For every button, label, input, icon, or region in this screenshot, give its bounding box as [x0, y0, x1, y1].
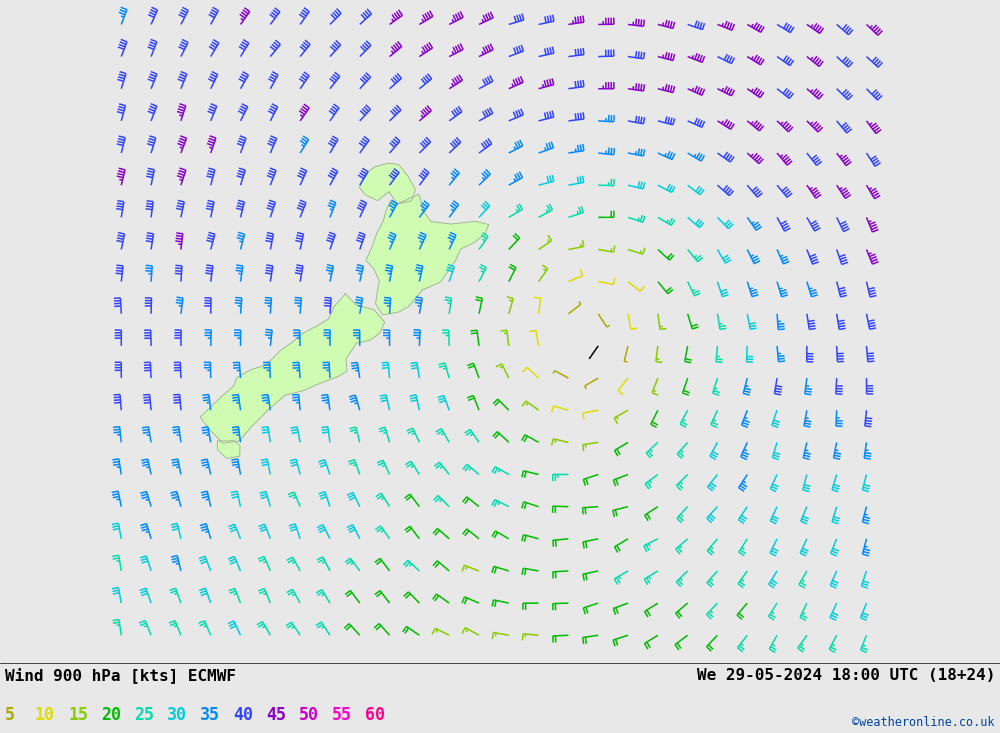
Text: Wind 900 hPa [kts] ECMWF: Wind 900 hPa [kts] ECMWF — [5, 667, 236, 683]
Polygon shape — [366, 194, 489, 315]
Text: 25: 25 — [134, 706, 154, 724]
Text: 45: 45 — [266, 706, 286, 724]
Text: We 29-05-2024 18:00 UTC (18+24): We 29-05-2024 18:00 UTC (18+24) — [697, 668, 995, 683]
Text: 30: 30 — [167, 706, 187, 724]
Text: 5: 5 — [5, 706, 15, 724]
Polygon shape — [200, 294, 385, 443]
Text: 50: 50 — [299, 706, 319, 724]
Text: 60: 60 — [365, 706, 385, 724]
Text: 15: 15 — [68, 706, 88, 724]
Text: 35: 35 — [200, 706, 220, 724]
Text: 55: 55 — [332, 706, 352, 724]
Polygon shape — [360, 163, 415, 204]
Text: 40: 40 — [233, 706, 253, 724]
Text: ©weatheronline.co.uk: ©weatheronline.co.uk — [852, 716, 995, 729]
Polygon shape — [217, 441, 240, 458]
Text: 10: 10 — [35, 706, 55, 724]
Text: 20: 20 — [101, 706, 121, 724]
